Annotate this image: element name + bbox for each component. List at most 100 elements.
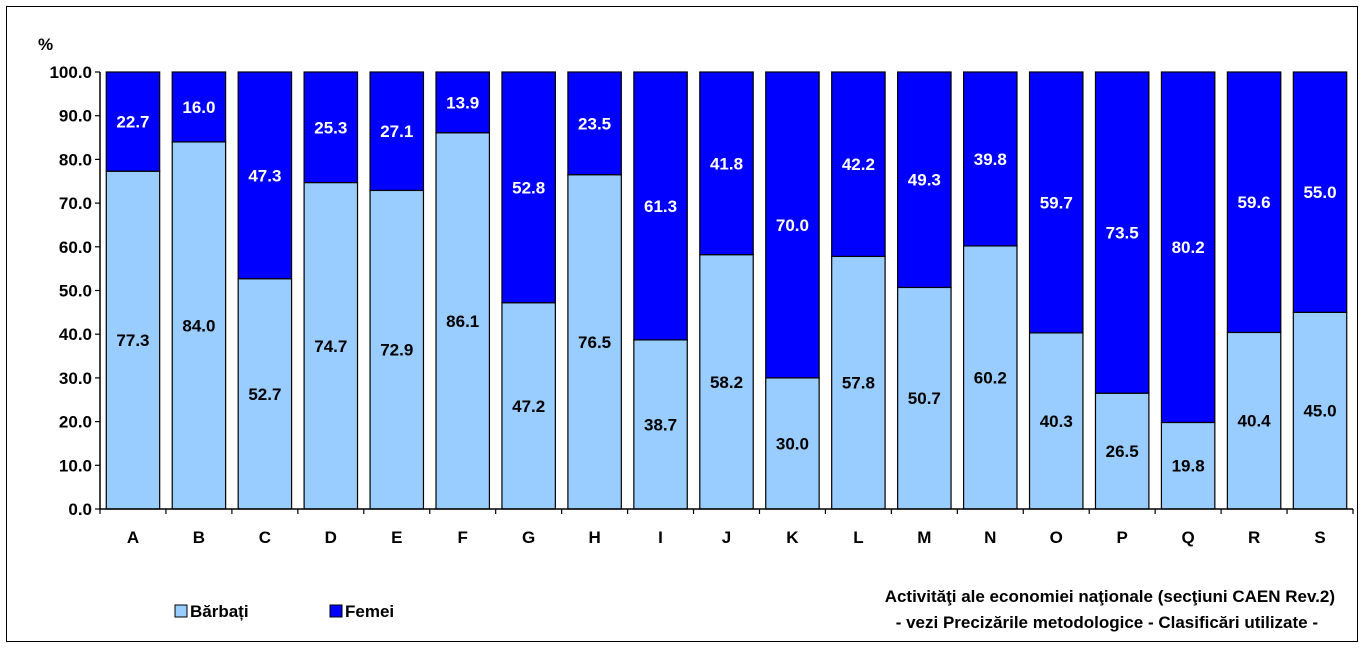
x-tick-label: S: [1314, 528, 1325, 547]
bar-femei: [1292, 71, 1348, 313]
data-label-femei: 55.0: [1303, 183, 1336, 202]
data-label-femei: 47.3: [248, 166, 281, 185]
data-label-barbati: 26.5: [1106, 442, 1139, 461]
bar-barbati: [567, 174, 622, 510]
data-label-femei: 59.7: [1040, 193, 1073, 212]
bar-femei: [633, 71, 688, 341]
data-label-barbati: 40.4: [1238, 412, 1272, 431]
bar-femei: [699, 71, 754, 256]
data-label-femei: 73.5: [1106, 224, 1139, 243]
bar-femei: [1028, 71, 1084, 334]
legend: Bărbați Femei: [174, 602, 394, 621]
x-axis-title-line-1: Activităţi ale economiei naţionale (secţ…: [885, 587, 1335, 606]
bar-barbati: [1094, 392, 1150, 510]
x-tick-label: E: [391, 528, 402, 547]
data-label-femei: 59.6: [1238, 193, 1271, 212]
data-label-barbati: 77.3: [116, 331, 149, 350]
data-label-femei: 61.3: [644, 197, 677, 216]
data-label-femei: 80.2: [1172, 238, 1205, 257]
y-axis-unit-label: %: [38, 35, 53, 54]
data-label-barbati: 38.7: [644, 415, 677, 434]
x-tick-label: C: [259, 528, 271, 547]
data-label-femei: 52.8: [512, 178, 545, 197]
bar-femei: [435, 71, 491, 134]
bar-femei: [303, 71, 359, 184]
x-tick-label: K: [786, 528, 799, 547]
data-label-barbati: 30.0: [776, 434, 809, 453]
bar-femei: [567, 71, 622, 176]
data-label-barbati: 60.2: [974, 368, 1007, 387]
x-tick-label: O: [1050, 528, 1063, 547]
data-label-femei: 39.8: [974, 150, 1007, 169]
x-tick-label: P: [1117, 528, 1128, 547]
data-label-femei: 41.8: [710, 154, 743, 173]
bar-femei: [237, 71, 293, 280]
x-tick-label: J: [722, 528, 731, 547]
data-label-femei: 22.7: [116, 113, 149, 132]
y-tick-label: 60.0: [59, 238, 92, 257]
y-tick-label: 100.0: [49, 63, 92, 82]
data-label-femei: 42.2: [842, 155, 875, 174]
data-label-barbati: 47.2: [512, 397, 545, 416]
bar-barbati: [962, 245, 1018, 510]
bar-barbati: [1160, 421, 1216, 510]
bar-femei: [1226, 71, 1282, 334]
y-tick-label: 70.0: [59, 194, 92, 213]
legend-item-femei-swatch: [329, 604, 343, 618]
y-tick-label: 50.0: [59, 282, 92, 301]
y-axis: 0.0 10.0 20.0 30.0 40.0 50.0 60.0 70.0 80.0 90.0 1…: [49, 63, 101, 519]
bar-femei: [171, 71, 227, 143]
data-label-femei: 25.3: [314, 118, 347, 137]
bar-barbati: [765, 377, 820, 510]
data-label-barbati: 57.8: [842, 374, 875, 393]
bar-barbati: [369, 189, 425, 510]
data-label-femei: 23.5: [578, 114, 611, 133]
data-label-barbati: 72.9: [380, 341, 413, 360]
bar-barbati: [1292, 311, 1348, 510]
legend-item-barbati-swatch: [174, 604, 188, 618]
bar-femei: [105, 71, 161, 172]
x-axis-title-line-2: - vezi Precizările metodologice - Clasif…: [896, 613, 1318, 632]
data-label-femei: 13.9: [446, 93, 479, 112]
bar-barbati: [1226, 331, 1282, 510]
bar-femei: [1160, 71, 1216, 424]
data-label-femei: 16.0: [182, 98, 215, 117]
bar-femei: [1094, 71, 1150, 394]
bar-barbati: [303, 181, 359, 510]
data-label-barbati: 19.8: [1172, 457, 1205, 476]
data-label-barbati: 58.2: [710, 373, 743, 392]
y-tick-label: 90.0: [59, 107, 92, 126]
x-tick-label: D: [325, 528, 337, 547]
data-label-barbati: 76.5: [578, 333, 611, 352]
bar-femei: [765, 71, 820, 379]
y-tick-label: 10.0: [59, 456, 92, 475]
data-label-femei: 49.3: [908, 171, 941, 190]
bar-barbati: [633, 339, 688, 510]
x-tick-label: Q: [1182, 528, 1195, 547]
y-tick-label: 0.0: [68, 500, 92, 519]
y-tick-label: 40.0: [59, 325, 92, 344]
data-label-barbati: 52.7: [248, 385, 281, 404]
legend-item-barbati-label: Bărbați: [190, 602, 249, 621]
x-tick-label: A: [127, 528, 139, 547]
bar-barbati: [699, 254, 754, 510]
data-label-barbati: 86.1: [446, 312, 479, 331]
x-tick-label: L: [853, 528, 863, 547]
y-tick-label: 30.0: [59, 369, 92, 388]
bars: 77.3 22.7 84.0 16.0 52.7 47.3 74.7 25.3 72.9 27.1…: [105, 71, 1348, 510]
data-label-femei: 70.0: [776, 216, 809, 235]
bar-barbati: [897, 286, 952, 510]
data-label-barbati: 40.3: [1040, 412, 1073, 431]
x-axis: A B C D E F G H I J K L M N O P Q R S: [99, 508, 1354, 547]
x-tick-label: H: [588, 528, 600, 547]
x-tick-label: N: [984, 528, 996, 547]
bar-barbati: [435, 132, 491, 510]
data-label-femei: 27.1: [380, 122, 413, 141]
data-label-barbati: 45.0: [1303, 402, 1336, 421]
y-tick-label: 80.0: [59, 150, 92, 169]
bar-femei: [369, 71, 425, 192]
data-label-barbati: 84.0: [182, 316, 215, 335]
bar-barbati: [1028, 332, 1084, 510]
bar-femei: [501, 71, 556, 304]
